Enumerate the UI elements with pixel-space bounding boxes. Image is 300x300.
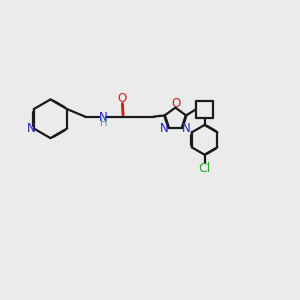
Text: O: O — [171, 97, 180, 110]
Text: N: N — [27, 122, 36, 135]
Text: O: O — [118, 92, 127, 105]
Text: N: N — [182, 122, 191, 135]
Text: Cl: Cl — [198, 162, 211, 175]
Text: H: H — [100, 118, 107, 128]
Text: N: N — [160, 122, 168, 135]
Text: N: N — [98, 111, 107, 124]
